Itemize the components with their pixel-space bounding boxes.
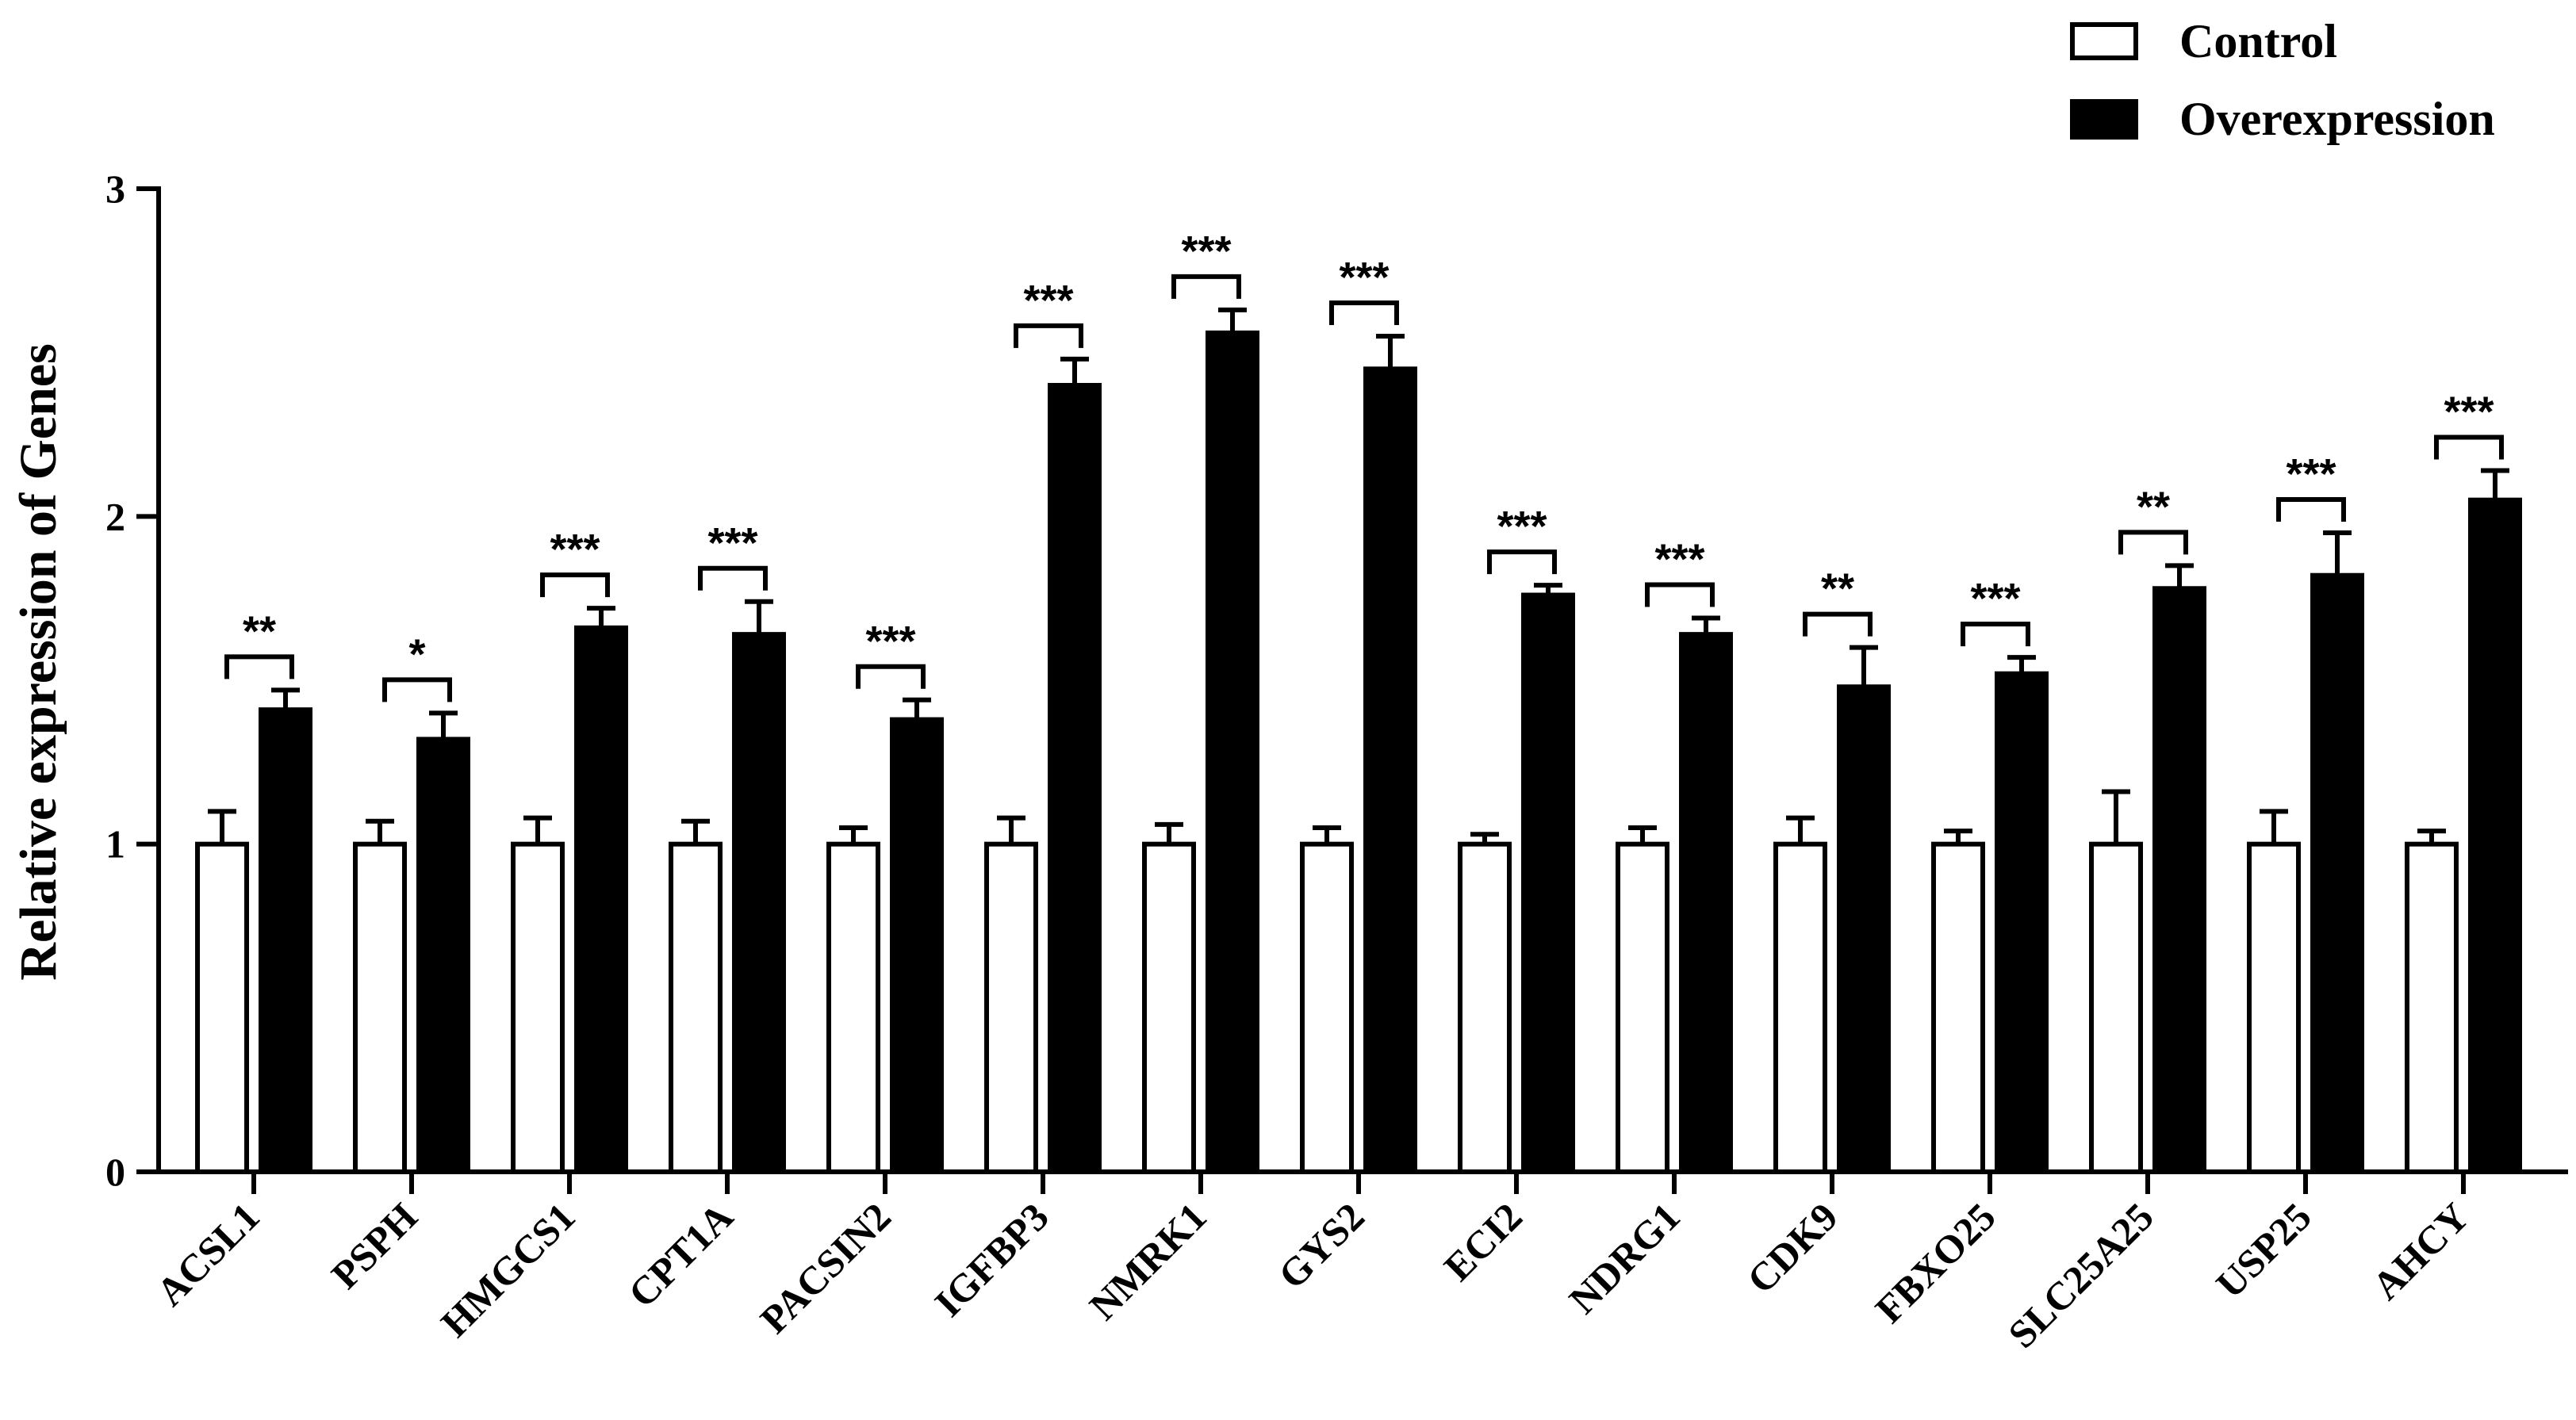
x-tick-label: USP25: [2207, 1194, 2320, 1307]
significance-bracket: [856, 664, 926, 689]
significance-bracket: [2118, 530, 2188, 555]
bar-control: [511, 841, 565, 1174]
x-tick-label: CPT1A: [619, 1194, 742, 1316]
legend-label-overexpression: Overexpression: [2179, 93, 2495, 145]
bar-control: [2089, 841, 2143, 1174]
x-tick-label: FBXO25: [1867, 1194, 2004, 1331]
significance-label: *: [408, 630, 425, 678]
x-tick-label: PACSIN2: [752, 1194, 899, 1342]
significance-bracket: [1171, 274, 1241, 299]
bar-control: [1142, 841, 1196, 1174]
bar-control: [984, 841, 1038, 1174]
bar-control: [353, 841, 407, 1174]
significance-label: **: [1821, 565, 1854, 613]
x-tick-label: NDRG1: [1560, 1194, 1688, 1322]
significance-label: ***: [707, 519, 757, 567]
bar-control: [2247, 841, 2301, 1174]
significance-label: ***: [2444, 388, 2494, 435]
y-axis: 0 1 2 3: [105, 166, 161, 1194]
bar-control: [1616, 841, 1669, 1174]
bar-control: [1773, 841, 1827, 1174]
y-tick-label: 2: [105, 494, 125, 538]
x-tick-label: SLC25A25: [1999, 1194, 2162, 1357]
x-tick-label: ECI2: [1436, 1194, 1531, 1289]
y-axis-title: Relative expression of Genes: [10, 343, 67, 981]
x-tick-label: PSPH: [323, 1194, 426, 1297]
significance-label: ***: [865, 618, 915, 665]
x-tick-label: AHCY: [2363, 1194, 2478, 1308]
legend: Control Overexpression: [2070, 15, 2495, 145]
legend-label-control: Control: [2179, 15, 2337, 67]
significance-annotations: ** **** *********************** ***********: [224, 228, 2504, 702]
bar-control: [1931, 841, 1985, 1174]
significance-bracket: [1329, 300, 1399, 325]
bar-overexpression: [2310, 572, 2364, 1174]
bar-overexpression: [416, 737, 470, 1174]
bar-control: [1458, 841, 1512, 1174]
significance-bracket: [540, 572, 610, 598]
significance-label: ***: [2286, 450, 2336, 498]
bar-control: [2405, 841, 2459, 1174]
legend-swatch-overexpression: [2070, 99, 2138, 140]
significance-bracket: [1803, 611, 1873, 637]
significance-label: **: [2137, 483, 2170, 530]
bar-overexpression: [1995, 671, 2049, 1174]
significance-bracket: [1645, 582, 1715, 607]
bars: [195, 307, 2522, 1175]
significance-label: ***: [1654, 535, 1704, 583]
x-axis: ACSL1 PSPH HMGCS1 CPT1A PACSIN2 IGFBP3 NMRK1 GY…: [148, 1169, 2568, 1357]
significance-label: ***: [1339, 254, 1389, 301]
bar-overexpression: [1048, 383, 1102, 1174]
x-tick-label: ACSL1: [148, 1194, 268, 1315]
bar-control: [669, 841, 723, 1174]
bar-control: [195, 841, 249, 1174]
bar-overexpression: [732, 632, 786, 1174]
significance-label: ***: [1497, 503, 1547, 550]
significance-bracket: [382, 677, 452, 702]
significance-label: **: [243, 607, 276, 655]
significance-bracket: [698, 565, 768, 591]
y-tick-label: 1: [105, 822, 125, 867]
significance-bracket: [1487, 549, 1557, 575]
x-tick-label: IGFBP3: [926, 1194, 1056, 1325]
bar-control: [826, 841, 880, 1174]
bar-overexpression: [259, 707, 312, 1174]
y-tick-label: 0: [105, 1150, 125, 1194]
significance-label: ***: [550, 526, 600, 573]
significance-label: ***: [1181, 228, 1231, 275]
x-tick-label: NMRK1: [1081, 1194, 1215, 1328]
bar-overexpression: [890, 717, 944, 1174]
x-tick-label: HMGCS1: [432, 1194, 584, 1345]
bar-overexpression: [1679, 632, 1733, 1174]
bar-overexpression: [2468, 497, 2522, 1174]
legend-swatch-control: [2070, 22, 2138, 60]
x-tick-label: GYS2: [1270, 1194, 1373, 1297]
bar-overexpression: [574, 625, 628, 1174]
significance-bracket: [2276, 497, 2346, 522]
significance-bracket: [1014, 323, 1083, 348]
significance-bracket: [2434, 434, 2504, 460]
y-tick-label: 3: [105, 166, 125, 211]
significance-label: ***: [1970, 575, 2020, 622]
bar-overexpression: [2152, 586, 2206, 1174]
bar-overexpression: [1521, 592, 1575, 1174]
significance-bracket: [224, 654, 294, 679]
bar-overexpression: [1206, 330, 1259, 1174]
significance-bracket: [1961, 622, 2030, 647]
significance-label: ***: [1023, 277, 1073, 324]
x-tick-label: CDK9: [1738, 1194, 1846, 1302]
bar-overexpression: [1837, 684, 1891, 1174]
bar-overexpression: [1363, 366, 1417, 1175]
bar-control: [1300, 841, 1354, 1174]
